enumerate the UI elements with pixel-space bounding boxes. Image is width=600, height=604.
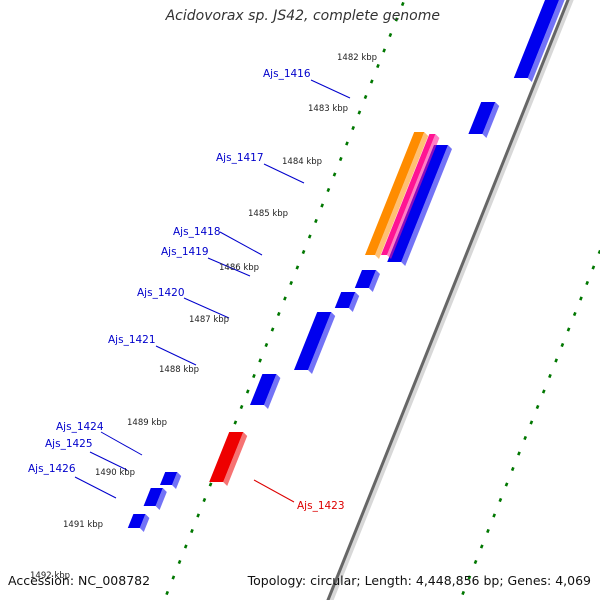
gene-label: Ajs_1425 [45, 438, 93, 450]
kbp-tick-label: 1482 kbp [337, 53, 377, 63]
gene-label: Ajs_1423 [297, 500, 345, 512]
gc-dot-inner [346, 142, 347, 145]
gc-dot-inner [365, 95, 366, 98]
gc-dot-outer [574, 312, 575, 315]
gc-dot-inner [241, 405, 242, 408]
gc-dot-inner [340, 157, 341, 160]
label-leader-lines [75, 80, 350, 502]
gc-dot-inner [185, 545, 186, 548]
kbp-tick-label: 1487 kbp [189, 315, 229, 325]
gene-label: Ajs_1421 [108, 334, 156, 346]
gc-dot-inner [303, 250, 304, 253]
kbp-tick-label: 1488 kbp [159, 365, 199, 375]
gc-dot-inner [322, 204, 323, 207]
gc-dot-inner [390, 33, 391, 36]
kbp-tick-label: 1489 kbp [127, 418, 167, 428]
gc-dot-outer [481, 545, 482, 548]
accession-label: Accession: NC_008782 [8, 573, 150, 588]
gene-label: Ajs_1426 [28, 463, 76, 475]
gc-dot-outer [562, 343, 563, 346]
gc-dot-inner [266, 343, 267, 346]
gc-dot-inner [278, 312, 279, 315]
kbp-tick-label: 1491 kbp [63, 520, 103, 530]
gc-dot-outer [568, 328, 569, 331]
genome-summary: Topology: circular; Length: 4,448,856 bp… [248, 573, 591, 588]
gc-dot-outer [593, 266, 594, 269]
gc-dot-outer [506, 483, 507, 486]
gc-dot-inner [260, 359, 261, 362]
gc-dot-inner [402, 2, 403, 5]
gc-dot-outer [518, 452, 519, 455]
leader-line [254, 480, 294, 502]
gc-dot-inner [371, 80, 372, 83]
gc-dot-outer [487, 529, 488, 532]
gene-labels: Ajs_1416 Ajs_1417 Ajs_1418 Ajs_1419 Ajs_1420… [28, 68, 345, 512]
gc-dot-inner [309, 235, 310, 238]
gc-dot-inner [272, 328, 273, 331]
gc-dot-outer [512, 467, 513, 470]
genome-title: Acidovorax sp. JS42, complete genome [150, 8, 440, 30]
gc-dot-outer [537, 405, 538, 408]
gc-dot-inner [235, 421, 236, 424]
gc-dot-outer [531, 421, 532, 424]
gc-dot-inner [359, 111, 360, 114]
gc-dot-outer [556, 359, 557, 362]
gc-dot-outer [500, 498, 501, 501]
leader-line [75, 477, 116, 498]
gc-dot-inner [191, 529, 192, 532]
kbp-tick-label: 1484 kbp [282, 157, 322, 167]
gc-dot-inner [297, 266, 298, 269]
kbp-tick-label: 1490 kbp [95, 468, 135, 478]
feature-track [128, 0, 567, 532]
leader-line [311, 80, 350, 98]
gc-dot-inner [204, 498, 205, 501]
gc-dot-inner [291, 281, 292, 284]
gc-dot-outer [463, 591, 464, 594]
kbp-tick-label: 1485 kbp [248, 209, 288, 219]
gc-dot-inner [198, 514, 199, 517]
gene-label: Ajs_1420 [137, 287, 185, 299]
gc-dot-outer [475, 560, 476, 563]
leader-line [101, 432, 142, 455]
gc-dot-inner [284, 297, 285, 300]
gc-dot-inner [384, 49, 385, 52]
gene-label: Ajs_1419 [161, 246, 209, 258]
kbp-tick-label: 1483 kbp [308, 104, 348, 114]
gc-dot-inner [247, 390, 248, 393]
gc-dot-inner [167, 591, 168, 594]
genome-backbone [324, 0, 575, 600]
gc-dot-inner [253, 374, 254, 377]
gene-label: Ajs_1416 [263, 68, 311, 80]
gc-dot-inner [315, 219, 316, 222]
gc-dot-outer [543, 390, 544, 393]
gc-dot-outer [580, 297, 581, 300]
gc-dot-inner [334, 173, 335, 176]
kbp-tick-label: 1486 kbp [219, 263, 259, 273]
gene-label: Ajs_1417 [216, 152, 264, 164]
leader-line [156, 346, 196, 365]
gc-dot-inner [353, 126, 354, 129]
gc-dot-inner [377, 64, 378, 67]
gene-label: Ajs_1418 [173, 226, 221, 238]
leader-line [220, 232, 262, 255]
gene-label: Ajs_1424 [56, 421, 104, 433]
gc-dot-inner [210, 483, 211, 486]
gc-dot-outer [587, 281, 588, 284]
gc-dot-inner [328, 188, 329, 191]
gc-dot-outer [525, 436, 526, 439]
gc-dot-outer [549, 374, 550, 377]
gc-dot-outer [494, 514, 495, 517]
gc-dot-inner [173, 576, 174, 579]
gc-dot-inner [179, 560, 180, 563]
